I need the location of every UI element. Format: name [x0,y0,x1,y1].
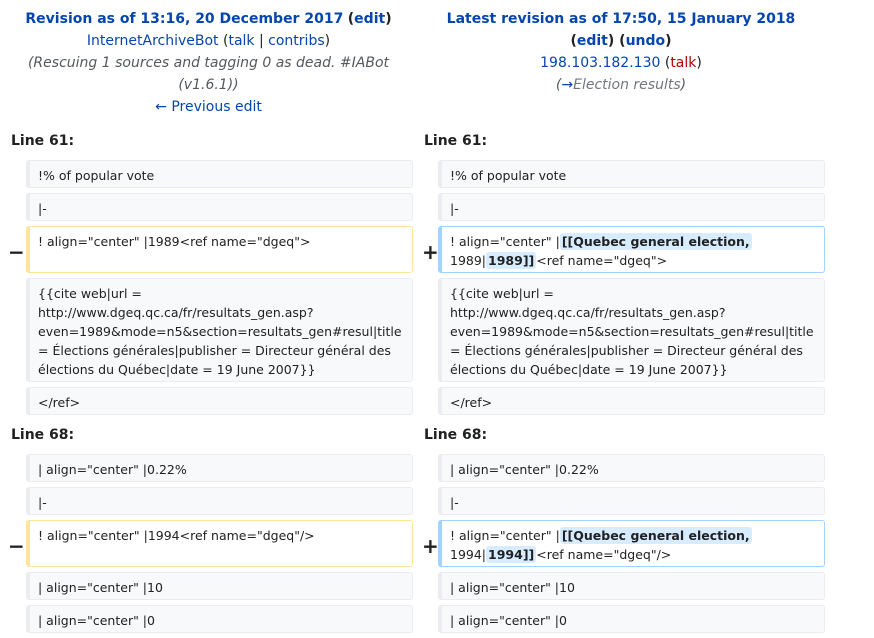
new-user-link[interactable]: 198.103.182.130 [540,55,661,71]
previous-edit-link[interactable]: ← Previous edit [155,99,262,115]
old-edit-link[interactable]: edit [354,11,386,27]
added-line-suffix: <ref name="dgeq"/> [536,547,672,562]
added-line: ! align="center" | [[Quebec general elect… [438,520,825,567]
context-line: </ref> [26,387,413,415]
context-line: |- [26,487,413,515]
plus-icon: + [422,240,439,264]
added-line-mid: 1989| [450,253,487,268]
new-revision-header: Latest revision as of 17:50, 15 January … [413,8,829,96]
minus-icon: − [8,240,25,264]
old-edit-summary: (Rescuing 1 sources and tagging 0 as dea… [0,52,417,96]
minus-icon: − [8,534,25,558]
plus-icon: + [422,534,439,558]
old-summary-line2: (v1.6.1)) [178,77,239,93]
context-line: |- [438,487,825,515]
added-line-suffix: <ref name="dgeq"> [536,253,668,268]
line-number-left: Line 61: [11,133,75,149]
line-number-right: Line 61: [424,133,488,149]
new-edit-link[interactable]: edit [576,33,608,49]
inserted-text: 1994]] [486,546,537,563]
context-line: | align="center" |0.22% [438,454,825,482]
old-summary-line1: (Rescuing 1 sources and tagging 0 as dea… [27,55,390,71]
new-user-talk-link[interactable]: talk [670,55,697,71]
old-user-link[interactable]: InternetArchiveBot [86,33,219,49]
inserted-text: [[Quebec general election, [559,527,752,544]
context-line: | align="center" |10 [438,572,825,600]
context-line: | align="center" |10 [26,572,413,600]
added-line: ! align="center" | [[Quebec general elect… [438,226,825,273]
added-line-prefix: ! align="center" | [450,528,560,543]
context-line: | align="center" |0 [438,605,825,633]
context-line: | align="center" |0 [26,605,413,633]
deleted-line: ! align="center" |1989<ref name="dgeq"> [26,226,413,273]
old-user-contribs-link[interactable]: contribs [268,33,325,49]
old-revision-title-link[interactable]: Revision as of 13:16, 20 December 2017 [25,11,344,27]
context-line: {{cite web|url = http://www.dgeq.qc.ca/f… [26,278,413,382]
new-edit-summary: (→Election results) [555,77,687,93]
inserted-text: 1989]] [486,252,537,269]
summary-section: Election results [573,77,681,93]
context-line: | align="center" |0.22% [26,454,413,482]
context-line: {{cite web|url = http://www.dgeq.qc.ca/f… [438,278,825,382]
section-arrow-link[interactable]: → [561,77,574,93]
context-line: !% of popular vote [26,160,413,188]
new-revision-title-link[interactable]: Latest revision as of 17:50, 15 January … [446,11,796,27]
added-line-prefix: ! align="center" | [450,234,560,249]
undo-link[interactable]: undo [625,33,666,49]
inserted-text: [[Quebec general election, [559,233,752,250]
line-number-left: Line 68: [11,427,75,443]
line-number-right: Line 68: [424,427,488,443]
context-line: |- [26,193,413,221]
context-line: |- [438,193,825,221]
old-user-talk-link[interactable]: talk [228,33,255,49]
old-revision-header: Revision as of 13:16, 20 December 2017 (… [0,8,417,118]
added-line-mid: 1994| [450,547,487,562]
deleted-line: ! align="center" |1994<ref name="dgeq"/> [26,520,413,567]
context-line: !% of popular vote [438,160,825,188]
context-line: </ref> [438,387,825,415]
